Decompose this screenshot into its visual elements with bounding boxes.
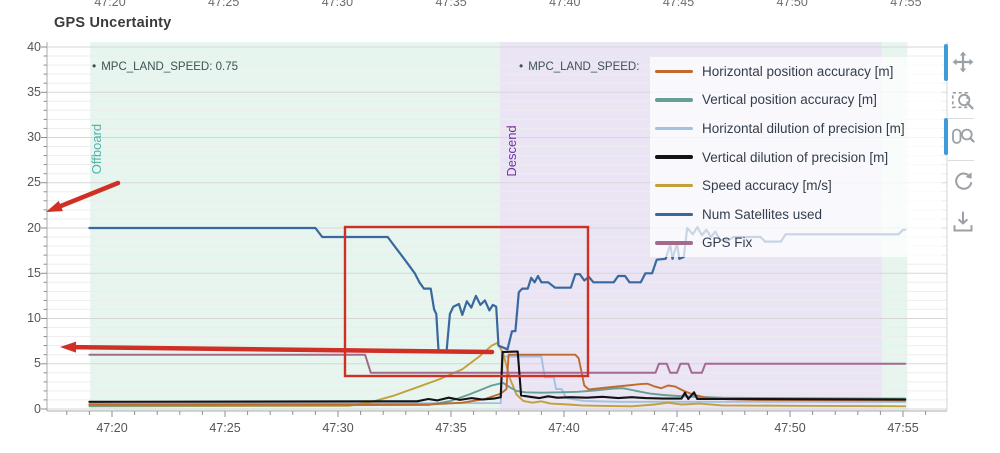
legend-label: Speed accuracy [m/s] xyxy=(702,178,832,194)
legend-swatch xyxy=(655,183,693,188)
flight-mode-label-offboard: Offboard xyxy=(89,123,104,175)
pan-tool-icon[interactable] xyxy=(951,50,977,76)
series-speed-accuracy-m-s xyxy=(88,341,907,408)
page-title: GPS Uncertainty xyxy=(54,15,172,31)
param-annotation: • MPC_LAND_SPEED: 0.75 xyxy=(92,59,238,73)
legend-item[interactable]: Vertical dilution of precision [m] xyxy=(650,143,942,172)
y-tick-label: 5 xyxy=(34,356,41,371)
previous-plot-axis-strip: 47:20 47:25 47:30 47:35 47:40 47:45 47:50 47:55 xyxy=(0,0,1000,10)
legend-swatch xyxy=(655,126,693,131)
red-arrow-2 xyxy=(69,344,495,355)
y-tick-label: 40 xyxy=(27,39,41,54)
y-tick-label: 30 xyxy=(27,130,41,144)
legend-label: GPS Fix xyxy=(702,235,753,251)
x-tick-label: 47:20 xyxy=(96,421,128,435)
previous-plot-x-tick-label: 47:55 xyxy=(890,0,922,9)
legend-label: Horizontal position accuracy [m] xyxy=(702,63,894,79)
toolbar-separator xyxy=(948,160,974,161)
plot-toolbar xyxy=(941,42,993,262)
x-tick-label: 47:45 xyxy=(661,421,693,435)
legend-swatch xyxy=(655,69,693,74)
reset-tool-icon[interactable] xyxy=(951,169,977,195)
legend-label: Vertical dilution of precision [m] xyxy=(702,149,889,165)
legend-label: Horizontal dilution of precision [m] xyxy=(702,120,905,136)
y-tick-label: 0 xyxy=(34,401,41,416)
legend-swatch xyxy=(655,155,693,159)
legend-item[interactable]: GPS Fix xyxy=(650,229,942,258)
legend: Horizontal position accuracy [m] Vertical… xyxy=(650,57,942,257)
legend-item[interactable]: Num Satellites used xyxy=(650,200,942,229)
y-tick-label: 35 xyxy=(27,84,41,99)
x-tick-label: 47:40 xyxy=(548,421,580,435)
save-tool-icon[interactable] xyxy=(951,210,977,236)
red-annotations xyxy=(46,180,590,378)
x-tick-label: 47:50 xyxy=(774,421,806,435)
legend-swatch xyxy=(655,98,693,102)
series-vertical-dilution-of-precision-m xyxy=(88,350,907,403)
red-arrow-head xyxy=(46,200,63,212)
x-tick-label: 47:55 xyxy=(887,421,919,435)
x-tick-label: 47:30 xyxy=(322,421,354,435)
legend-item[interactable]: Speed accuracy [m/s] xyxy=(650,171,942,200)
y-tick-label: 25 xyxy=(27,175,41,190)
active-tool-indicator xyxy=(944,44,948,81)
legend-label: Num Satellites used xyxy=(702,206,823,222)
active-tool-indicator xyxy=(944,118,948,155)
previous-plot-x-tick-label: 47:20 xyxy=(94,0,126,9)
flight-mode-label-descend: Descend xyxy=(504,125,519,177)
param-annotation: • MPC_LAND_SPEED: xyxy=(519,59,640,73)
y-tick-label: 10 xyxy=(27,311,41,325)
y-tick-label: 15 xyxy=(27,265,41,280)
x-tick-label: 47:25 xyxy=(209,421,241,435)
previous-plot-x-tick-label: 47:40 xyxy=(549,0,581,9)
legend-swatch xyxy=(655,241,693,245)
legend-item[interactable]: Horizontal dilution of precision [m] xyxy=(650,114,942,143)
y-tick-label: 20 xyxy=(27,220,41,235)
previous-plot-x-tick-label: 47:25 xyxy=(208,0,240,9)
previous-plot-x-tick-label: 47:45 xyxy=(662,0,695,9)
red-annotation-box xyxy=(343,225,590,378)
bullet-icon: • xyxy=(519,59,524,73)
legend-item[interactable]: Horizontal position accuracy [m] xyxy=(650,57,942,86)
series-vertical-position-accuracy-m xyxy=(88,381,907,407)
red-arrow-head xyxy=(60,341,77,353)
series-gps-fix xyxy=(88,353,907,374)
toolbar-separator xyxy=(948,118,974,119)
bullet-icon: • xyxy=(92,59,97,73)
legend-swatch xyxy=(655,212,693,217)
previous-plot-x-tick-label: 47:30 xyxy=(321,0,354,9)
legend-label: Vertical position accuracy [m] xyxy=(702,92,877,108)
red-arrow-1 xyxy=(54,180,121,210)
x-tick-label: 47:35 xyxy=(435,421,467,435)
box-zoom-tool-icon[interactable] xyxy=(951,89,977,115)
wheel-zoom-tool-icon[interactable] xyxy=(951,124,977,150)
previous-plot-x-tick-label: 47:35 xyxy=(435,0,467,9)
legend-item[interactable]: Vertical position accuracy [m] xyxy=(650,86,942,115)
previous-plot-x-tick-label: 47:50 xyxy=(776,0,808,9)
